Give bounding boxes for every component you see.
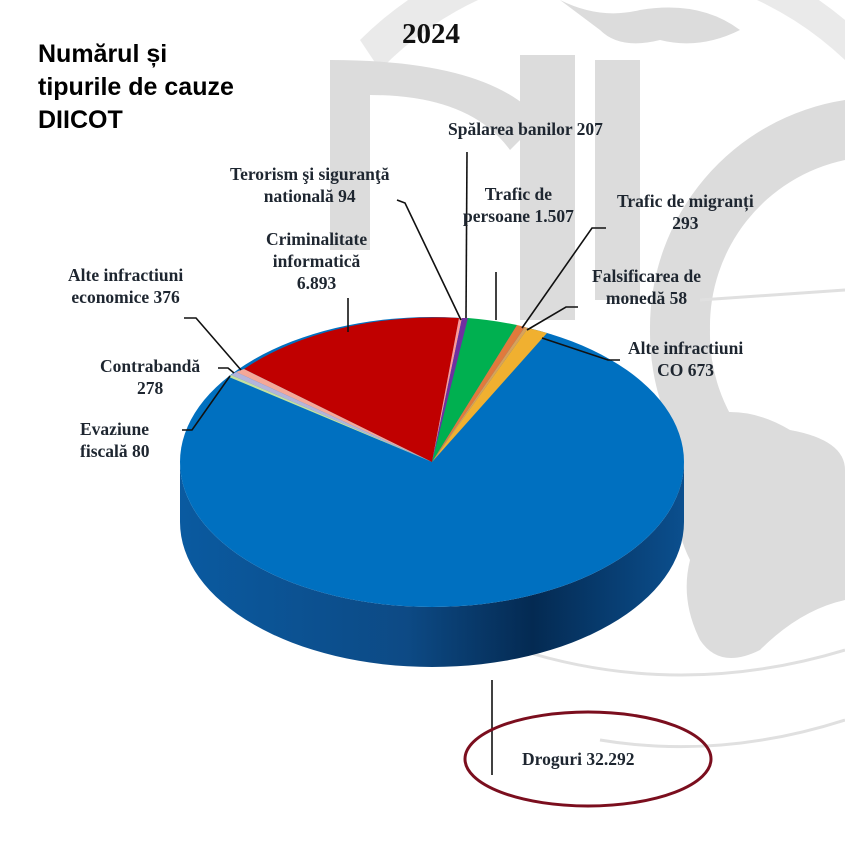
leader-alte-economice xyxy=(184,317,242,371)
slice-falsificare xyxy=(432,327,528,462)
label-terorism: Terorism şi siguranţă natională 94 xyxy=(230,164,390,206)
slice-trafic-migranti xyxy=(432,325,525,462)
leader-evaziune xyxy=(182,375,231,431)
slice-alte-economice xyxy=(236,369,432,462)
label-contrabanda: Contrabandă 278 xyxy=(100,356,201,398)
leader-spalarea xyxy=(465,151,468,319)
leader-terorism xyxy=(396,199,462,321)
pie-side xyxy=(180,462,684,667)
label-alte-co: Alte infractiuni CO 673 xyxy=(628,338,744,380)
chart-title: Numărul și tipurile de cauze DIICOT xyxy=(38,38,234,137)
title-line-3: DIICOT xyxy=(38,106,123,134)
leader-falsificare xyxy=(526,306,578,331)
label-falsificare: Falsificarea de monedă 58 xyxy=(592,266,702,308)
chart-year: 2024 xyxy=(402,18,460,50)
leader-contrabanda xyxy=(218,367,235,374)
slice-contrabanda xyxy=(231,372,432,462)
label-criminalitate: Criminalitate informatică 6.893 xyxy=(266,229,368,293)
title-line-1: Numărul și xyxy=(38,40,168,68)
label-evaziune: Evaziune fiscală 80 xyxy=(80,419,150,461)
label-trafic-migranti: Trafic de migranți 293 xyxy=(617,191,754,233)
label-droguri: Droguri 32.292 xyxy=(522,749,635,769)
slice-evaziune xyxy=(229,375,432,462)
title-line-2: tipurile de cauze xyxy=(38,73,234,101)
droguri-highlight-ellipse xyxy=(463,710,713,808)
label-trafic-persoane: Trafic de persoane 1.507 xyxy=(463,184,574,226)
slice-spalarea xyxy=(432,317,468,462)
leader-trafic-migranti xyxy=(521,227,606,329)
slice-trafic-persoane xyxy=(432,318,517,462)
label-spalarea: Spălarea banilor 207 xyxy=(448,119,603,139)
slice-terorism xyxy=(432,317,462,462)
leader-alte-co xyxy=(541,337,620,361)
label-alte-economice: Alte infractiuni economice 376 xyxy=(68,265,184,307)
slice-alte-co xyxy=(432,328,547,462)
slice-criminalitate xyxy=(244,317,459,462)
